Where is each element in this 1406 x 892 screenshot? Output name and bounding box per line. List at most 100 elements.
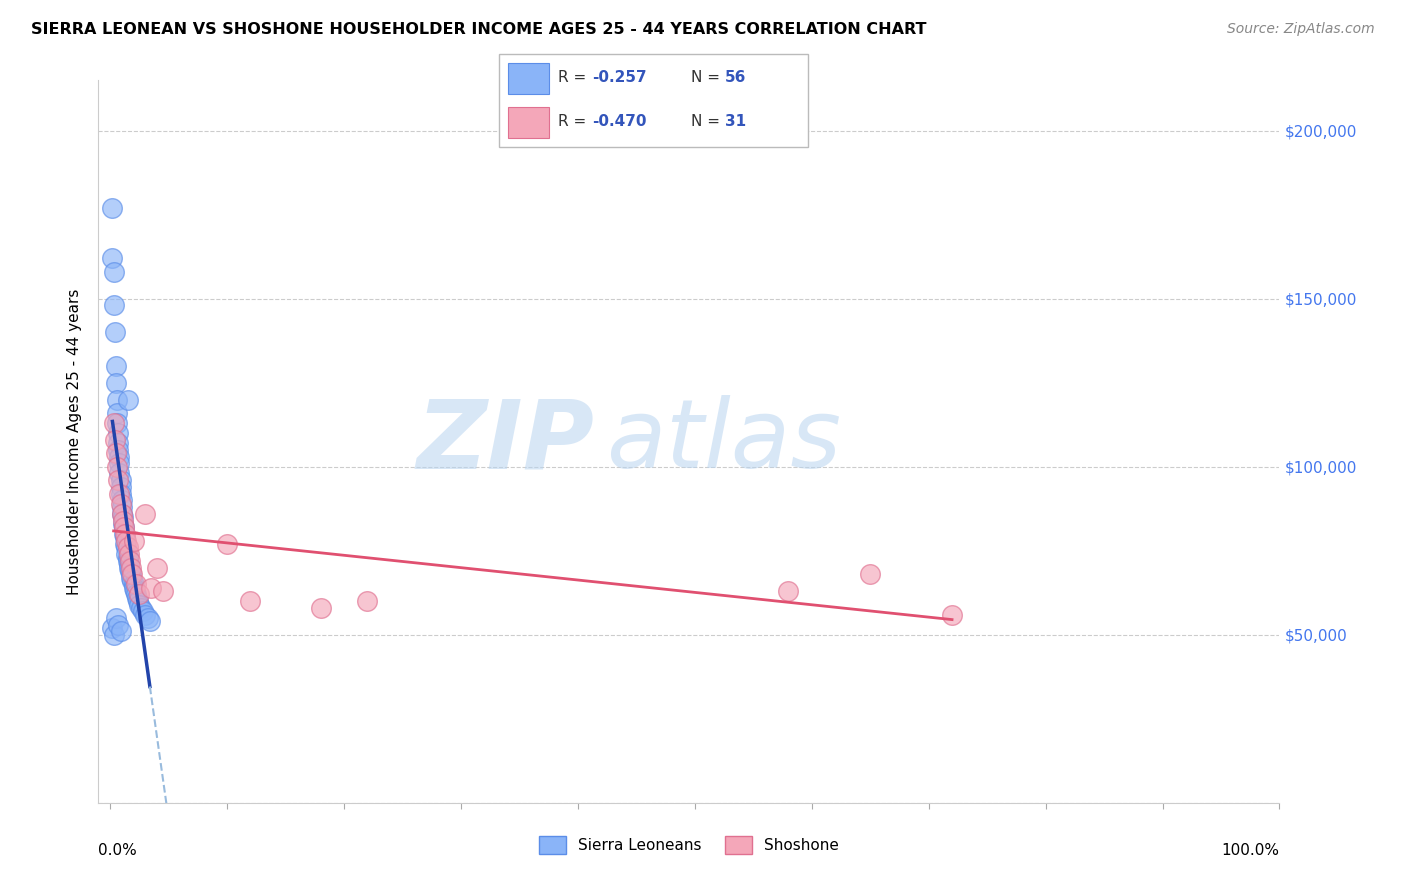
- Point: [134, 607, 156, 622]
- Point: [101, 621, 124, 635]
- Point: [120, 567, 142, 582]
- Point: [118, 547, 141, 561]
- Point: [118, 560, 141, 574]
- Point: [117, 550, 139, 565]
- Point: [128, 598, 150, 612]
- Point: [117, 392, 139, 407]
- Point: [139, 615, 162, 629]
- Point: [941, 607, 963, 622]
- Point: [105, 392, 128, 407]
- Point: [111, 516, 134, 531]
- Point: [105, 459, 128, 474]
- Point: [859, 567, 882, 582]
- Point: [117, 554, 139, 568]
- Point: [104, 446, 127, 460]
- Text: ZIP: ZIP: [416, 395, 595, 488]
- Text: SIERRA LEONEAN VS SHOSHONE HOUSEHOLDER INCOME AGES 25 - 44 YEARS CORRELATION CHA: SIERRA LEONEAN VS SHOSHONE HOUSEHOLDER I…: [31, 22, 927, 37]
- Point: [110, 473, 132, 487]
- Point: [136, 611, 159, 625]
- Point: [112, 527, 135, 541]
- Point: [127, 594, 149, 608]
- Point: [105, 416, 128, 430]
- Text: N =: N =: [690, 114, 724, 129]
- Point: [103, 416, 125, 430]
- Point: [120, 560, 142, 574]
- Point: [111, 507, 134, 521]
- Point: [101, 252, 124, 266]
- Point: [111, 493, 134, 508]
- Point: [215, 537, 238, 551]
- Point: [124, 584, 146, 599]
- Point: [111, 514, 134, 528]
- Point: [118, 554, 141, 568]
- Point: [120, 571, 142, 585]
- Point: [101, 201, 124, 215]
- Text: R =: R =: [558, 114, 591, 129]
- Point: [112, 520, 135, 534]
- Point: [103, 628, 125, 642]
- Point: [778, 584, 800, 599]
- Point: [112, 520, 135, 534]
- Point: [122, 581, 145, 595]
- Point: [107, 436, 129, 450]
- Point: [134, 507, 156, 521]
- Point: [125, 591, 148, 605]
- Point: [121, 574, 143, 588]
- Point: [110, 624, 132, 639]
- FancyBboxPatch shape: [509, 63, 548, 94]
- Point: [107, 442, 129, 457]
- Point: [108, 456, 131, 470]
- Point: [122, 533, 145, 548]
- Point: [111, 510, 134, 524]
- Point: [239, 594, 262, 608]
- Point: [115, 547, 138, 561]
- Point: [110, 480, 132, 494]
- Y-axis label: Householder Income Ages 25 - 44 years: Householder Income Ages 25 - 44 years: [67, 288, 83, 595]
- Text: 56: 56: [725, 70, 747, 86]
- Point: [125, 577, 148, 591]
- Text: R =: R =: [558, 70, 591, 86]
- Text: 100.0%: 100.0%: [1222, 843, 1279, 857]
- Point: [125, 587, 148, 601]
- Point: [114, 527, 136, 541]
- Point: [108, 450, 131, 464]
- Point: [104, 611, 127, 625]
- Text: -0.257: -0.257: [592, 70, 647, 86]
- Point: [108, 486, 131, 500]
- Point: [111, 507, 134, 521]
- Text: Source: ZipAtlas.com: Source: ZipAtlas.com: [1227, 22, 1375, 37]
- Point: [104, 326, 127, 340]
- Point: [104, 359, 127, 373]
- Text: 0.0%: 0.0%: [98, 843, 138, 857]
- Point: [110, 486, 132, 500]
- Point: [107, 617, 129, 632]
- Point: [114, 537, 136, 551]
- Point: [108, 467, 131, 481]
- Point: [139, 581, 162, 595]
- Point: [110, 497, 132, 511]
- Point: [104, 376, 127, 390]
- Text: -0.470: -0.470: [592, 114, 647, 129]
- Point: [121, 567, 143, 582]
- Point: [104, 433, 127, 447]
- FancyBboxPatch shape: [499, 54, 808, 147]
- Point: [111, 500, 134, 514]
- Point: [115, 541, 138, 555]
- Point: [107, 426, 129, 441]
- Point: [117, 541, 139, 555]
- Point: [115, 533, 138, 548]
- Point: [105, 406, 128, 420]
- Point: [118, 558, 141, 572]
- Point: [356, 594, 378, 608]
- FancyBboxPatch shape: [509, 107, 548, 138]
- Point: [129, 600, 152, 615]
- Legend: Sierra Leoneans, Shoshone: Sierra Leoneans, Shoshone: [533, 830, 845, 860]
- Point: [114, 530, 136, 544]
- Point: [122, 577, 145, 591]
- Point: [107, 473, 129, 487]
- Point: [118, 564, 141, 578]
- Point: [128, 587, 150, 601]
- Text: N =: N =: [690, 70, 724, 86]
- Text: atlas: atlas: [606, 395, 841, 488]
- Point: [152, 584, 174, 599]
